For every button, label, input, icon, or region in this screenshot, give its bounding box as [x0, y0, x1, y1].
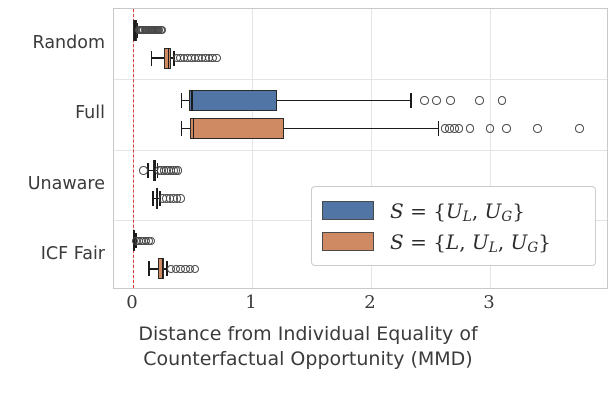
- whisker-high-Full: [284, 127, 438, 130]
- gridline-horizontal-2: [114, 149, 607, 151]
- x-tick-label-3: 3: [483, 292, 495, 313]
- outlier-Full-4: [497, 96, 507, 105]
- outlier-Full-2: [446, 96, 455, 105]
- median-Full: [191, 89, 193, 111]
- whisker-low-Full: [180, 127, 191, 130]
- outlier-Full-7: [533, 124, 542, 133]
- x-axis-label-line1: Distance from Individual Equality of: [138, 323, 478, 345]
- reference-line-zero: [133, 9, 134, 288]
- x-axis-label: Distance from Individual Equality of Cou…: [0, 322, 616, 372]
- outlier-Full-3: [475, 96, 484, 105]
- whisker-cap-low-Unaware: [147, 163, 149, 179]
- x-tick-label-2: 2: [364, 292, 376, 313]
- x-tick-label-1: 1: [245, 292, 257, 313]
- gridline-vertical-1: [252, 9, 253, 288]
- whisker-low-Random: [150, 57, 164, 59]
- whisker-low-Unaware: [147, 169, 154, 172]
- whisker-cap-low-ICF Fair: [148, 261, 150, 277]
- whisker-cap-low-Full: [180, 120, 183, 136]
- whisker-high-ICF Fair: [163, 268, 167, 270]
- legend-swatch-blue: [322, 201, 374, 220]
- whisker-cap-high-Full: [410, 92, 412, 108]
- legend-swatch-orange: [322, 232, 374, 251]
- legend-label-orange: S = {L, UL, UG}: [390, 229, 551, 257]
- outlier-Unaware-5: [176, 194, 185, 203]
- x-axis-label-line2: Counterfactual Opportunity (MMD): [143, 348, 473, 370]
- whisker-high-Random: [171, 57, 174, 59]
- whisker-low-Unaware: [152, 197, 156, 200]
- outlier-Full-6: [502, 124, 511, 133]
- median-ICF Fair: [161, 258, 164, 280]
- box-ICF Fair: [157, 258, 164, 280]
- legend-entry-blue[interactable]: S = {UL, UG}: [322, 195, 585, 226]
- median-Unaware: [156, 188, 159, 210]
- legend[interactable]: S = {UL, UG} S = {L, UL, UG}: [311, 186, 596, 266]
- outlier-ICF Fair-6: [146, 236, 156, 246]
- outlier-Full-1: [432, 96, 441, 105]
- outlier-Unaware-0: [139, 166, 148, 175]
- outlier-Full-4: [465, 124, 475, 133]
- outlier-Random-11: [212, 53, 221, 63]
- gridline-vertical-2: [371, 9, 372, 288]
- gridline-vertical-3: [490, 9, 491, 288]
- outlier-Full-3: [454, 124, 464, 133]
- y-tick-label-random: Random: [32, 33, 105, 54]
- box-Full: [188, 89, 277, 111]
- whisker-high-Full: [276, 99, 411, 102]
- y-tick-label-icf-fair: ICF Fair: [40, 243, 105, 264]
- y-tick-label-unaware: Unaware: [27, 173, 105, 194]
- legend-label-blue: S = {UL, UG}: [390, 198, 525, 226]
- whisker-cap-high-Full: [437, 120, 440, 136]
- median-Full: [192, 117, 194, 139]
- whisker-low-Full: [180, 99, 189, 102]
- outlier-ICF Fair-5: [190, 264, 200, 274]
- whisker-cap-low-Random: [150, 50, 153, 66]
- outlier-Full-5: [485, 124, 495, 133]
- y-tick-label-full: Full: [75, 103, 105, 124]
- outlier-Unaware-9: [173, 166, 183, 175]
- whisker-cap-low-Unaware: [152, 191, 154, 207]
- box-Full: [190, 117, 285, 139]
- legend-entry-orange[interactable]: S = {L, UL, UG}: [322, 226, 585, 257]
- x-tick-label-0: 0: [126, 292, 138, 313]
- whisker-cap-low-Full: [180, 92, 183, 108]
- outlier-Random-19: [157, 25, 166, 35]
- outlier-Full-0: [420, 96, 429, 105]
- gridline-horizontal-1: [114, 79, 607, 81]
- outlier-Full-8: [575, 124, 584, 133]
- median-Random: [167, 47, 169, 69]
- whisker-low-ICF Fair: [148, 268, 158, 270]
